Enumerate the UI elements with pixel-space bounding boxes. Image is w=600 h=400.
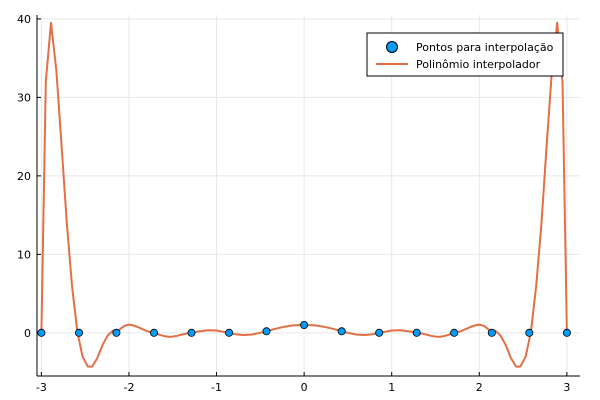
legend-label-polynomial: Polinômio interpolador (416, 58, 541, 71)
x-tick-label: -2 (123, 381, 134, 394)
legend: Pontos para interpolação Polinômio inter… (366, 32, 564, 77)
data-point (337, 327, 346, 336)
data-point (562, 328, 571, 337)
data-point (149, 328, 158, 337)
grid (37, 15, 580, 376)
y-tick-labels: 0 10 20 30 40 (17, 13, 41, 340)
x-tick-label: 2 (476, 381, 483, 394)
x-tick-label: 1 (388, 381, 395, 394)
data-point (75, 328, 84, 337)
data-point (487, 328, 496, 337)
y-tick-label: 20 (17, 170, 31, 183)
data-point (412, 328, 421, 337)
data-point (262, 327, 271, 336)
legend-label-points: Pontos para interpolação (416, 41, 554, 54)
y-tick-label: 0 (24, 327, 31, 340)
y-tick-label: 40 (17, 13, 31, 26)
data-point (112, 328, 121, 337)
data-point (375, 328, 384, 337)
data-point (450, 328, 459, 337)
data-point (225, 328, 234, 337)
data-point (525, 328, 534, 337)
legend-marker-points (386, 41, 398, 53)
x-tick-label: -3 (36, 381, 47, 394)
x-tick-label: -1 (211, 381, 222, 394)
legend-box (366, 32, 564, 77)
x-tick-label: 3 (563, 381, 570, 394)
series (37, 21, 571, 368)
data-point (37, 328, 46, 337)
x-tick-label: 0 (301, 381, 308, 394)
y-tick-label: 10 (17, 248, 31, 261)
axes (36, 15, 580, 377)
x-tick-labels: -3 -2 -1 0 1 2 3 (36, 372, 570, 394)
data-point (300, 320, 309, 329)
data-point (187, 328, 196, 337)
y-tick-label: 30 (17, 91, 31, 104)
